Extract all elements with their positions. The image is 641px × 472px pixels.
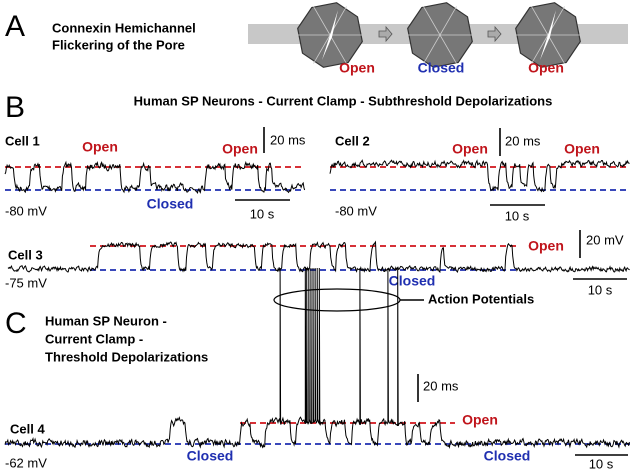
- pore-subunit: [531, 6, 549, 36]
- ap-marker: [273, 288, 401, 312]
- pore-opening: [540, 10, 556, 60]
- open-label: Open: [452, 141, 488, 157]
- pore-subunit: [547, 34, 565, 64]
- annotation: Action Potentials: [428, 291, 534, 306]
- pores: [297, 2, 581, 68]
- open-label: Open: [564, 141, 600, 157]
- pore-subunit: [423, 6, 441, 36]
- pore-subunit: [313, 6, 331, 36]
- scale-label: 10 s: [589, 456, 614, 471]
- state-label: Open: [339, 60, 375, 76]
- open-label: Open: [82, 139, 118, 155]
- traces: [4, 159, 630, 450]
- state-label: Closed: [418, 60, 465, 76]
- voltage-trace: [4, 160, 306, 194]
- pore-subunit: [313, 34, 331, 64]
- cell-label: Cell 2: [335, 133, 370, 148]
- pore-subunit: [329, 34, 347, 64]
- panel-letter: A: [5, 10, 25, 43]
- voltage-trace: [7, 240, 630, 274]
- closed-label: Closed: [484, 448, 531, 464]
- scale-label: 20 mV: [586, 232, 624, 247]
- panel-title: Threshold Depolarizations: [45, 349, 208, 364]
- panel-title: Current Clamp -: [45, 331, 143, 346]
- pore-subunit: [423, 34, 441, 64]
- panel-letter: C: [5, 307, 27, 340]
- baseline-label: -80 mV: [335, 203, 377, 218]
- scale-label: 10 s: [250, 206, 275, 221]
- panel-title: Human SP Neuron -: [45, 313, 167, 328]
- panel-title: Flickering of the Pore: [52, 37, 185, 52]
- voltage-trace: [329, 159, 630, 193]
- open-label: Open: [222, 141, 258, 157]
- scale-label: 20 ms: [505, 133, 541, 148]
- scale-label: 10 s: [588, 282, 613, 297]
- scale-label: 20 ms: [270, 132, 306, 147]
- closed-label: Closed: [389, 273, 436, 289]
- baseline-label: -75 mV: [5, 275, 47, 290]
- pore-subunit: [439, 34, 457, 64]
- panel-title: Connexin Hemichannel: [52, 20, 196, 35]
- arrow: [378, 25, 393, 43]
- arrow: [487, 25, 502, 43]
- scale-label: 10 s: [505, 208, 530, 223]
- pore-opening: [322, 10, 338, 60]
- open-label: Open: [528, 238, 564, 254]
- pore-subunit: [531, 34, 549, 64]
- closed-label: Closed: [147, 196, 194, 212]
- open-label: Open: [462, 412, 498, 428]
- panel-title: Human SP Neurons - Current Clamp - Subth…: [134, 93, 553, 108]
- panel-letter: B: [5, 91, 25, 124]
- baseline-label: -80 mV: [5, 203, 47, 218]
- baseline-label: -62 mV: [5, 455, 47, 470]
- pore-subunit: [439, 6, 457, 36]
- cell-label: Cell 3: [8, 247, 43, 262]
- voltage-trace: [4, 267, 630, 450]
- closed-label: Closed: [187, 448, 234, 464]
- scale-label: 20 ms: [423, 378, 459, 393]
- cell-label: Cell 1: [5, 133, 40, 148]
- cell-label: Cell 4: [10, 421, 45, 436]
- state-label: Open: [528, 60, 564, 76]
